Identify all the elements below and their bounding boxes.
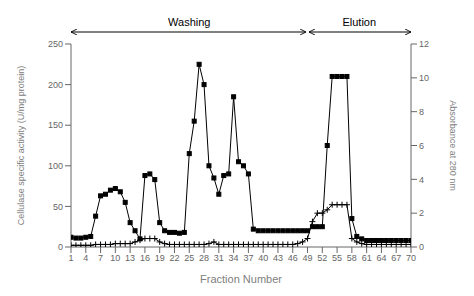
- svg-text:61: 61: [362, 253, 372, 263]
- svg-text:50: 50: [53, 202, 63, 212]
- svg-text:19: 19: [155, 253, 165, 263]
- svg-text:67: 67: [391, 253, 401, 263]
- svg-text:16: 16: [140, 253, 150, 263]
- svg-text:4: 4: [83, 253, 88, 263]
- svg-text:7: 7: [98, 253, 103, 263]
- svg-text:4: 4: [419, 175, 424, 185]
- svg-text:43: 43: [273, 253, 283, 263]
- svg-text:250: 250: [48, 39, 63, 49]
- svg-text:40: 40: [258, 253, 268, 263]
- svg-text:12: 12: [419, 39, 429, 49]
- svg-text:25: 25: [184, 253, 194, 263]
- svg-text:6: 6: [419, 141, 424, 151]
- svg-text:64: 64: [376, 253, 386, 263]
- svg-text:49: 49: [303, 253, 313, 263]
- svg-text:Fraction Number: Fraction Number: [200, 273, 282, 285]
- svg-text:1: 1: [68, 253, 73, 263]
- svg-text:8: 8: [419, 107, 424, 117]
- svg-text:Cellulase specific activity (U: Cellulase specific activity (U/mg protei…: [16, 66, 26, 226]
- svg-text:Absorbance at 280 nm: Absorbance at 280 nm: [448, 100, 458, 191]
- svg-text:100: 100: [48, 161, 63, 171]
- svg-text:0: 0: [58, 242, 63, 252]
- svg-text:37: 37: [243, 253, 253, 263]
- svg-text:22: 22: [169, 253, 179, 263]
- svg-text:28: 28: [199, 253, 209, 263]
- svg-text:58: 58: [347, 253, 357, 263]
- svg-text:Washing: Washing: [168, 16, 210, 28]
- svg-text:34: 34: [229, 253, 239, 263]
- svg-text:150: 150: [48, 120, 63, 130]
- svg-text:31: 31: [214, 253, 224, 263]
- svg-text:10: 10: [110, 253, 120, 263]
- svg-text:13: 13: [125, 253, 135, 263]
- svg-text:70: 70: [406, 253, 416, 263]
- svg-text:46: 46: [288, 253, 298, 263]
- svg-text:0: 0: [419, 242, 424, 252]
- svg-text:200: 200: [48, 80, 63, 90]
- svg-text:2: 2: [419, 208, 424, 218]
- svg-text:Elution: Elution: [342, 16, 376, 28]
- svg-text:52: 52: [317, 253, 327, 263]
- svg-text:55: 55: [332, 253, 342, 263]
- svg-text:10: 10: [419, 73, 429, 83]
